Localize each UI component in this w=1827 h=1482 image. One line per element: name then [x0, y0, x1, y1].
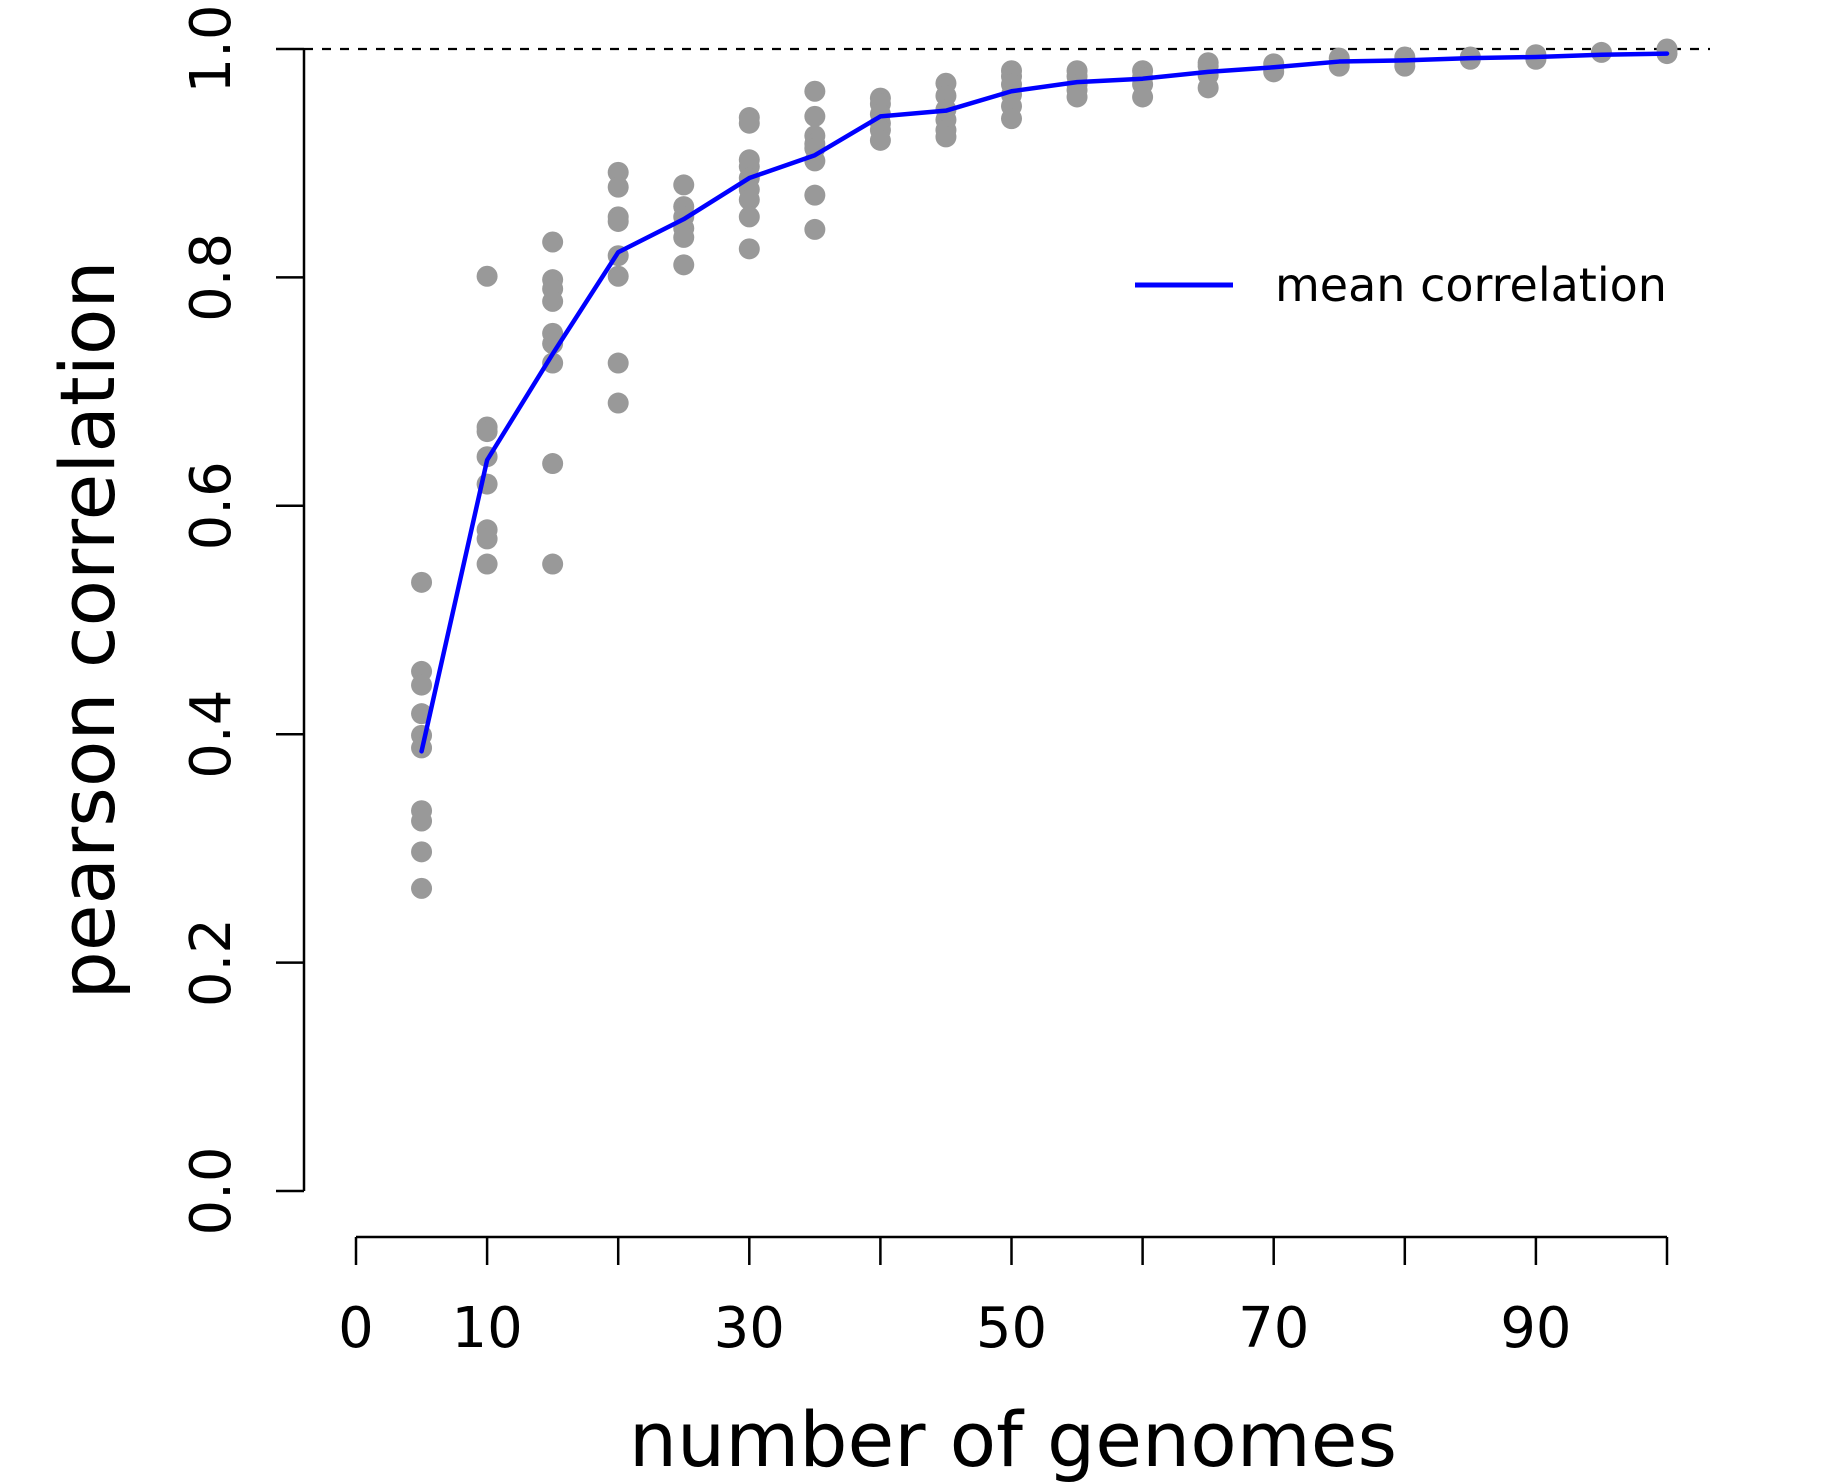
data-point [476, 528, 498, 550]
data-point [411, 571, 433, 593]
data-point [411, 877, 433, 899]
data-point [1197, 77, 1219, 99]
data-point [1328, 55, 1350, 77]
data-point [869, 129, 891, 151]
x-axis: 0 10 30 50 70 90 [338, 1235, 1669, 1361]
data-point [542, 231, 564, 253]
data-point [607, 161, 629, 183]
data-point [542, 453, 564, 475]
data-point [607, 265, 629, 287]
data-point [804, 105, 826, 127]
data-point [673, 254, 695, 276]
data-point [411, 810, 433, 832]
x-tick-label: 30 [714, 1296, 785, 1361]
data-point [476, 265, 498, 287]
legend-label: mean correlation [1275, 258, 1667, 312]
mean-correlation-line [419, 51, 1670, 754]
x-axis-title: number of genomes [629, 1395, 1397, 1482]
x-tick-label: 50 [976, 1296, 1047, 1361]
y-tick-label: 0.6 [179, 461, 244, 550]
data-point [1525, 48, 1547, 70]
data-point [1132, 86, 1154, 108]
data-point [1001, 108, 1022, 130]
data-point [411, 841, 433, 863]
data-point [1590, 41, 1612, 63]
data-point [935, 126, 957, 148]
data-point [804, 80, 826, 102]
data-point [607, 352, 629, 374]
data-point [1066, 86, 1088, 108]
x-tick-label: 90 [1500, 1296, 1571, 1361]
data-point [673, 226, 695, 248]
x-tick-label: 10 [451, 1296, 522, 1361]
y-axis-title: pearson correlation [43, 260, 132, 999]
data-point [804, 218, 826, 240]
y-axis: 0.0 0.2 0.4 0.6 0.8 1.0 [179, 4, 306, 1236]
y-tick-label: 0.8 [179, 233, 244, 322]
mean-line-group [419, 51, 1670, 754]
y-tick-label: 1.0 [179, 4, 244, 93]
y-tick-label: 0.2 [179, 918, 244, 1007]
legend: mean correlation [1135, 258, 1667, 312]
data-point [607, 176, 629, 198]
data-point [411, 674, 433, 696]
data-point [542, 352, 564, 374]
data-point [542, 290, 564, 312]
data-point [673, 174, 695, 196]
data-point [542, 553, 564, 575]
data-point [607, 210, 629, 232]
data-point [738, 238, 760, 260]
data-points [411, 38, 1678, 899]
y-tick-label: 0.0 [179, 1146, 244, 1235]
data-point [607, 392, 629, 414]
data-point [738, 206, 760, 228]
data-point [738, 189, 760, 211]
y-tick-label: 0.4 [179, 690, 244, 779]
x-tick-label: 70 [1238, 1296, 1309, 1361]
data-point [804, 184, 826, 206]
data-point [476, 421, 498, 443]
x-tick-label: 0 [338, 1296, 374, 1361]
data-point [738, 112, 760, 134]
data-point [476, 553, 498, 575]
